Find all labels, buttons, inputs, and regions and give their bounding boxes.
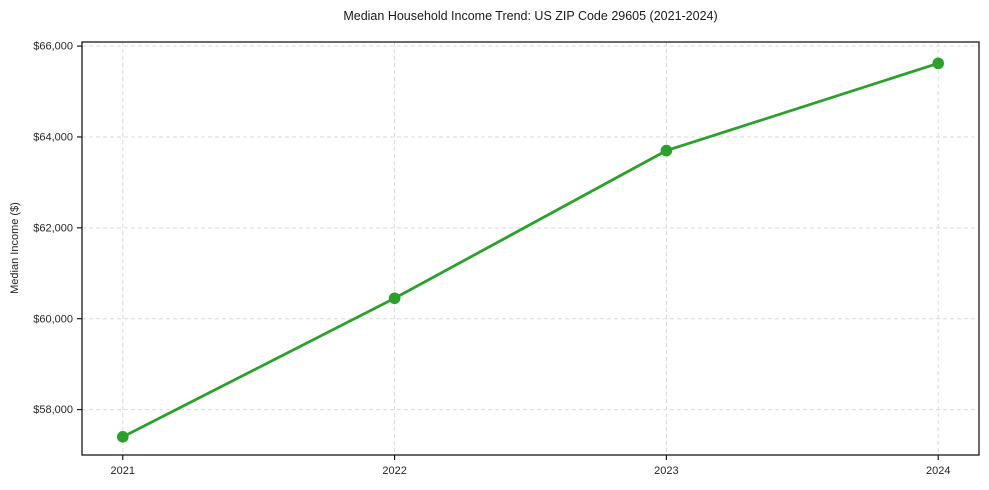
y-tick-label: $58,000 (33, 404, 73, 416)
x-tick-label: 2021 (111, 465, 135, 477)
x-tick-label: 2024 (926, 465, 950, 477)
y-axis-label: Median Income ($) (9, 202, 21, 294)
x-tick-label: 2023 (654, 465, 678, 477)
chart-title: Median Household Income Trend: US ZIP Co… (343, 9, 718, 23)
trend-line (121, 61, 940, 439)
x-tick-label: 2022 (382, 465, 406, 477)
y-tick-label: $62,000 (33, 222, 73, 234)
plot-border (81, 41, 980, 456)
y-tick-label: $64,000 (33, 132, 73, 144)
y-tick-label: $66,000 (33, 41, 73, 53)
data-point (388, 292, 401, 305)
data-point (932, 57, 945, 70)
data-point (116, 431, 129, 443)
data-point (660, 144, 673, 157)
y-tick-label: $60,000 (33, 313, 73, 325)
